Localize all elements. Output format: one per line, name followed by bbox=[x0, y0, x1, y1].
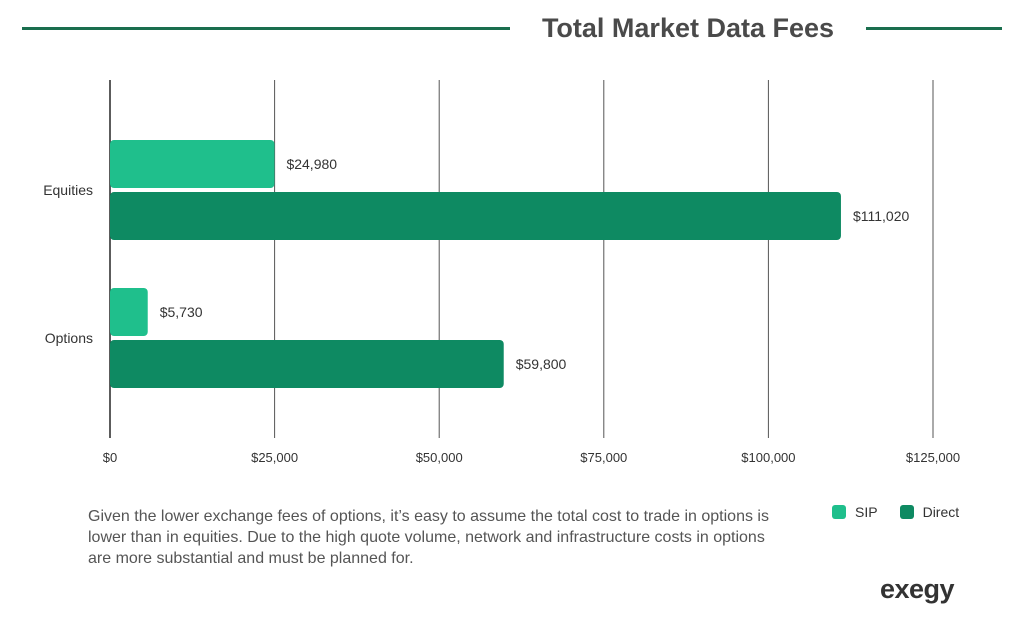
x-tick-label-1: $25,000 bbox=[251, 450, 298, 465]
legend-item-direct: Direct bbox=[899, 504, 960, 520]
data-label-sip-options: $5,730 bbox=[160, 304, 203, 320]
x-tick-label-4: $100,000 bbox=[741, 450, 795, 465]
data-label-direct-equities: $111,020 bbox=[853, 208, 910, 224]
exegy-logo: exegy bbox=[880, 574, 955, 604]
legend-label-direct: Direct bbox=[922, 504, 960, 520]
x-tick-label-2: $50,000 bbox=[416, 450, 463, 465]
legend-swatch-sip bbox=[832, 505, 846, 519]
bar-direct-options bbox=[110, 340, 504, 388]
data-label-sip-equities: $24,980 bbox=[286, 156, 337, 172]
x-tick-label-0: $0 bbox=[103, 450, 117, 465]
title-rule-left bbox=[22, 27, 510, 30]
title-banner: Total Market Data Fees bbox=[0, 8, 1024, 48]
bar-direct-equities bbox=[110, 192, 841, 240]
category-label-options: Options bbox=[45, 330, 93, 346]
x-tick-label-3: $75,000 bbox=[580, 450, 627, 465]
legend: SIP Direct bbox=[832, 504, 959, 520]
legend-label-sip: SIP bbox=[855, 504, 878, 520]
chart-title: Total Market Data Fees bbox=[541, 13, 835, 43]
category-label-equities: Equities bbox=[43, 182, 93, 198]
legend-swatch-direct bbox=[899, 505, 914, 519]
title-rule-right bbox=[866, 27, 1002, 30]
chart-caption: Given the lower exchange fees of options… bbox=[88, 508, 769, 567]
data-label-direct-options: $59,800 bbox=[516, 356, 567, 372]
bar-sip-equities bbox=[110, 140, 275, 188]
legend-item-sip: SIP bbox=[832, 504, 878, 520]
bar-chart: $0 $25,000 $50,000 $75,000 $100,000 $125,000 E… bbox=[43, 80, 960, 465]
x-tick-label-5: $125,000 bbox=[906, 450, 960, 465]
bar-sip-options bbox=[110, 288, 148, 336]
